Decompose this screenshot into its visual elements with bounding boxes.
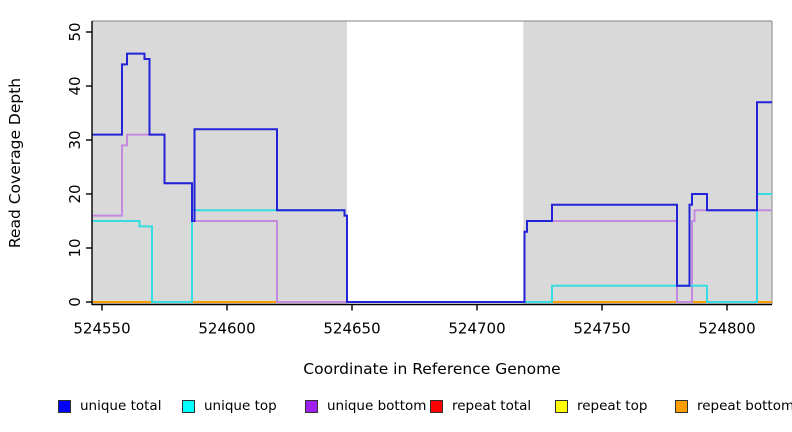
legend-label: unique bottom [327, 398, 427, 414]
y-tick-label: 0 [66, 297, 84, 307]
legend-swatch-repeat-total [430, 399, 443, 413]
legend-swatch-unique-bottom [305, 399, 318, 413]
plot-background [92, 20, 773, 305]
y-tick-label: 40 [66, 76, 84, 95]
legend-swatch-unique-total [58, 399, 71, 413]
legend-swatch-unique-top [182, 399, 195, 413]
y-tick-label: 50 [66, 22, 84, 41]
y-tick-label: 30 [66, 130, 84, 149]
x-tick-label: 524750 [573, 320, 630, 338]
y-tick-label: 20 [66, 184, 84, 203]
read-coverage-chart: 524550 524600 524650 524700 524750 524800 0 10 2… [6, 20, 773, 378]
covered-region [92, 21, 347, 305]
legend-swatch-repeat-bottom [675, 399, 688, 413]
legend-item-repeat-total: repeat total [430, 395, 531, 417]
covered-region [523, 21, 772, 305]
legend-item-repeat-bottom: repeat bottom [675, 395, 792, 417]
x-tick-label: 524800 [698, 320, 755, 338]
y-tick-label: 10 [66, 238, 84, 257]
legend: unique total unique top unique bottom repea… [0, 395, 792, 421]
x-tick-label: 524700 [448, 320, 505, 338]
x-tick-label: 524650 [323, 320, 380, 338]
legend-label: unique top [204, 398, 277, 414]
legend-label: unique total [80, 398, 162, 414]
legend-item-unique-bottom: unique bottom [305, 395, 426, 417]
legend-label: repeat top [577, 398, 648, 414]
series-line-unique-total [92, 52, 772, 303]
legend-item-unique-top: unique top [182, 395, 277, 417]
x-axis-title: Coordinate in Reference Genome [303, 360, 560, 378]
x-tick-label: 524550 [73, 320, 130, 338]
legend-label: repeat bottom [697, 398, 792, 414]
series-lines [92, 52, 772, 303]
legend-label: repeat total [452, 398, 532, 414]
x-tick-label: 524600 [198, 320, 255, 338]
legend-swatch-repeat-top [555, 399, 568, 413]
legend-item-repeat-top: repeat top [555, 395, 647, 417]
legend-item-unique-total: unique total [58, 395, 161, 417]
axes: 524550 524600 524650 524700 524750 524800 0 10 2… [66, 21, 772, 338]
y-axis-title: Read Coverage Depth [6, 78, 24, 248]
